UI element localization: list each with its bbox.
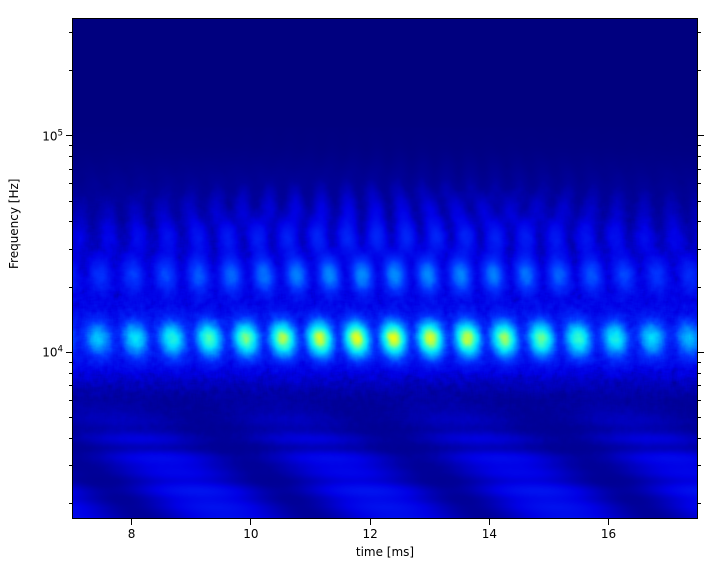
x-tick-label: 14: [482, 527, 497, 541]
y-tick-minor: [69, 156, 72, 157]
y-tick-minor: [69, 183, 72, 184]
y-tick-minor: [698, 438, 701, 439]
y-tick-minor: [69, 417, 72, 418]
y-tick-major: [66, 135, 72, 136]
x-tick: [370, 519, 371, 525]
x-tick-label: 8: [128, 527, 136, 541]
y-tick-minor: [698, 221, 701, 222]
y-tick-minor: [69, 201, 72, 202]
y-tick-minor: [698, 287, 701, 288]
x-tick: [131, 519, 132, 525]
x-tick: [250, 519, 251, 525]
y-tick-minor: [698, 385, 701, 386]
y-tick-minor: [698, 156, 701, 157]
y-tick-minor: [69, 221, 72, 222]
x-tick-label: 12: [362, 527, 377, 541]
y-tick-major: [698, 135, 704, 136]
y-tick-major: [66, 352, 72, 353]
y-tick-minor: [69, 32, 72, 33]
spine-left: [72, 18, 73, 519]
spine-bottom: [72, 518, 698, 519]
x-tick-label: 10: [243, 527, 258, 541]
y-tick-minor: [698, 503, 701, 504]
y-tick-minor: [698, 362, 701, 363]
y-tick-label: 104: [42, 345, 63, 360]
spectrogram-heatmap: [72, 18, 698, 519]
y-tick-minor: [69, 438, 72, 439]
y-tick-minor: [698, 169, 701, 170]
x-tick: [489, 519, 490, 525]
y-tick-label: 105: [42, 128, 63, 143]
y-tick-minor: [698, 417, 701, 418]
y-tick-minor: [698, 249, 701, 250]
y-tick-minor: [698, 183, 701, 184]
y-tick-minor: [698, 70, 701, 71]
y-axis-label: Frequency [Hz]: [7, 178, 21, 269]
y-tick-minor: [698, 201, 701, 202]
spine-right: [697, 18, 698, 519]
y-tick-major: [698, 352, 704, 353]
x-tick: [608, 519, 609, 525]
y-tick-minor: [69, 362, 72, 363]
spine-top: [72, 18, 698, 19]
y-tick-minor: [69, 385, 72, 386]
x-axis-label: time [ms]: [356, 545, 414, 559]
y-tick-minor: [698, 373, 701, 374]
y-tick-minor: [69, 145, 72, 146]
y-tick-minor: [698, 145, 701, 146]
y-tick-minor: [69, 287, 72, 288]
y-tick-minor: [69, 169, 72, 170]
x-tick-label: 16: [601, 527, 616, 541]
y-tick-minor: [69, 400, 72, 401]
y-tick-minor: [69, 503, 72, 504]
y-tick-minor: [698, 465, 701, 466]
plot-area: [72, 18, 698, 519]
spectrogram-figure: { "figure": { "width": 718, "height": 57…: [0, 0, 718, 577]
y-tick-minor: [69, 465, 72, 466]
y-tick-minor: [69, 373, 72, 374]
y-tick-minor: [69, 249, 72, 250]
y-tick-minor: [698, 32, 701, 33]
y-tick-minor: [698, 400, 701, 401]
y-tick-minor: [69, 70, 72, 71]
